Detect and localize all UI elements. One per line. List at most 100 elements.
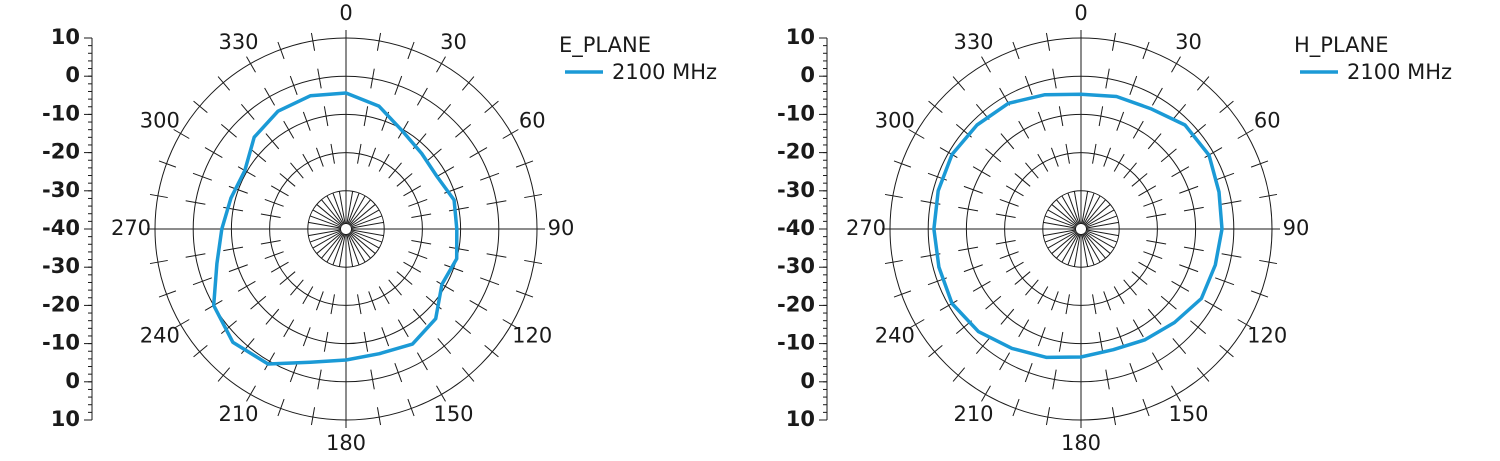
ring-tick — [1183, 246, 1204, 252]
ring-tick — [939, 299, 958, 311]
axis-label: 10 — [51, 407, 80, 431]
ring-tick — [323, 106, 329, 127]
ring-tick — [270, 185, 289, 197]
ring-tick — [908, 129, 925, 139]
ring-tick — [397, 319, 409, 338]
axis-label: -30 — [42, 254, 80, 278]
spoke — [1084, 204, 1111, 227]
ring-tick — [149, 193, 168, 199]
ring-tick — [448, 246, 469, 252]
ring-tick — [376, 32, 382, 51]
ring-tick — [264, 251, 284, 260]
ring-tick — [484, 344, 499, 358]
axis-label: -40 — [42, 216, 80, 240]
ring-tick — [1171, 385, 1181, 402]
ring-tick — [1138, 261, 1157, 273]
spoke — [332, 233, 345, 266]
spoke — [346, 191, 354, 225]
ring-tick — [985, 295, 1002, 310]
spoke — [350, 215, 383, 228]
ring-tick — [939, 147, 958, 159]
ring-tick — [270, 261, 289, 273]
ring-tick — [1045, 32, 1051, 51]
ring-tick — [1221, 200, 1242, 205]
spoke — [312, 209, 342, 227]
ring-tick — [1146, 213, 1167, 218]
ring-tick — [277, 398, 285, 417]
spoke — [1085, 209, 1115, 227]
ring-tick — [1025, 279, 1039, 296]
ring-tick — [264, 198, 284, 207]
ring-tick — [1151, 352, 1163, 371]
ring-tick — [378, 286, 390, 305]
ring-tick — [884, 193, 903, 199]
ring-tick — [1143, 198, 1163, 207]
ring-tick — [1151, 87, 1163, 106]
ring-tick — [524, 259, 543, 265]
spoke — [1081, 191, 1089, 225]
spoke — [346, 233, 354, 267]
spoke — [347, 233, 360, 266]
ring-tick — [1142, 41, 1150, 60]
ring-tick — [408, 198, 428, 207]
ring-tick — [220, 123, 237, 138]
ring-tick — [260, 213, 281, 218]
ring-tick — [1129, 363, 1138, 383]
ring-tick — [999, 251, 1019, 260]
spoke — [1083, 199, 1106, 226]
ring-tick — [1045, 407, 1051, 426]
ring-tick — [237, 280, 256, 292]
ring-tick — [1221, 253, 1242, 258]
ring-tick — [363, 106, 369, 127]
ring-tick — [952, 76, 966, 91]
angle-label: 0 — [1074, 1, 1087, 25]
ring-tick — [246, 56, 256, 73]
ring-tick — [436, 385, 446, 402]
ring-tick — [1050, 291, 1059, 311]
ring-tick — [416, 352, 428, 371]
ring-tick — [486, 253, 507, 258]
angle-label: 150 — [433, 402, 473, 426]
spoke — [316, 204, 343, 227]
spoke — [326, 233, 344, 263]
spoke — [1082, 192, 1095, 225]
ring-tick — [265, 133, 280, 150]
spoke — [1084, 231, 1111, 254]
spoke — [1061, 233, 1079, 263]
ring-tick — [1018, 120, 1030, 139]
ring-tick — [981, 385, 991, 402]
ring-tick — [310, 32, 316, 51]
spoke — [350, 221, 384, 229]
angle-label: 90 — [548, 216, 575, 240]
ring-tick — [1105, 369, 1110, 390]
axis-label: 10 — [786, 25, 815, 49]
spoke — [1051, 204, 1078, 227]
pattern-line — [211, 91, 459, 366]
ring-tick — [1172, 103, 1187, 120]
ring-tick — [158, 290, 177, 298]
spoke — [1082, 233, 1095, 266]
ring-tick — [1250, 160, 1269, 168]
ring-tick — [928, 344, 943, 358]
ring-tick — [411, 213, 432, 218]
axis-label: 0 — [800, 369, 815, 393]
ring-tick — [972, 280, 991, 292]
ring-tick — [250, 148, 267, 163]
ring-tick — [1179, 264, 1199, 273]
pattern-line — [932, 92, 1224, 360]
spoke — [321, 232, 344, 259]
ring-tick — [1131, 173, 1148, 187]
ring-tick — [963, 264, 983, 273]
spoke — [1081, 233, 1089, 267]
ring-tick — [1142, 398, 1150, 417]
ring-tick — [416, 87, 428, 106]
ring-tick — [1103, 291, 1112, 311]
ring-tick — [302, 327, 311, 347]
ring-tick — [1065, 143, 1070, 164]
ring-tick — [1005, 261, 1024, 273]
spoke — [348, 195, 366, 225]
ring-tick — [363, 331, 369, 352]
axis-label: 10 — [786, 407, 815, 431]
ring-tick — [1123, 279, 1137, 296]
